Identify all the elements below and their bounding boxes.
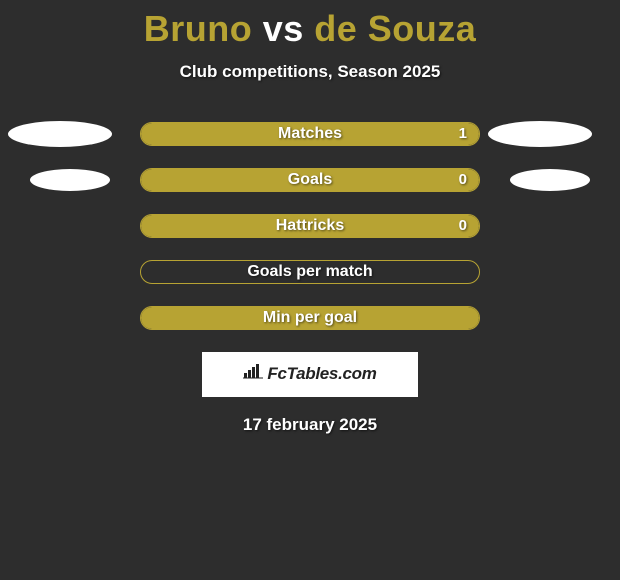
player2-marker xyxy=(488,121,592,147)
stat-row: 0Goals xyxy=(0,168,620,194)
logo-text: FcTables.com xyxy=(267,364,376,384)
stat-row: Min per goal xyxy=(0,306,620,332)
stat-row: Goals per match xyxy=(0,260,620,286)
subtitle: Club competitions, Season 2025 xyxy=(0,62,620,82)
date-text: 17 february 2025 xyxy=(0,415,620,435)
comparison-chart: 1Matches0Goals0HattricksGoals per matchM… xyxy=(0,122,620,332)
vs-text: vs xyxy=(252,8,314,49)
stat-label: Hattricks xyxy=(140,214,480,238)
comparison-title: Bruno vs de Souza xyxy=(0,0,620,50)
player1-name: Bruno xyxy=(144,8,252,49)
stat-label: Matches xyxy=(140,122,480,146)
stat-label: Min per goal xyxy=(140,306,480,330)
stat-value: 0 xyxy=(459,215,467,237)
stat-value: 1 xyxy=(459,123,467,145)
stat-row: 1Matches xyxy=(0,122,620,148)
stat-label: Goals xyxy=(140,168,480,192)
player2-marker xyxy=(510,169,590,191)
bar-chart-icon xyxy=(243,363,263,382)
stat-row: 0Hattricks xyxy=(0,214,620,240)
stat-value: 0 xyxy=(459,169,467,191)
player1-marker xyxy=(8,121,112,147)
player1-marker xyxy=(30,169,110,191)
player2-name: de Souza xyxy=(314,8,476,49)
stat-label: Goals per match xyxy=(140,260,480,284)
logo-box: FcTables.com xyxy=(202,352,418,397)
